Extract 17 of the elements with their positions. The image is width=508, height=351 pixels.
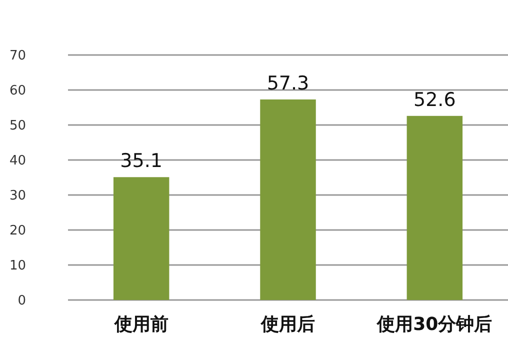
y-tick-label: 40 xyxy=(9,154,26,169)
y-tick-label: 30 xyxy=(9,188,26,204)
bar xyxy=(406,116,463,300)
bar xyxy=(113,177,170,300)
x-tick-label: 使用前 xyxy=(113,314,168,335)
y-tick-label: 60 xyxy=(9,84,26,99)
data-label: 57.3 xyxy=(266,72,310,94)
y-tick-label: 70 xyxy=(9,48,26,64)
data-label: 35.1 xyxy=(120,150,162,172)
y-tick-label: 50 xyxy=(9,118,26,134)
y-tick-label: 20 xyxy=(9,224,26,239)
x-tick-label: 使用30分钟后 xyxy=(376,314,492,335)
y-tick-label: 0 xyxy=(18,294,26,309)
y-tick-label: 10 xyxy=(9,258,26,274)
bar xyxy=(260,99,316,300)
x-tick-label: 使用后 xyxy=(260,314,315,335)
data-label: 52.6 xyxy=(414,88,456,111)
